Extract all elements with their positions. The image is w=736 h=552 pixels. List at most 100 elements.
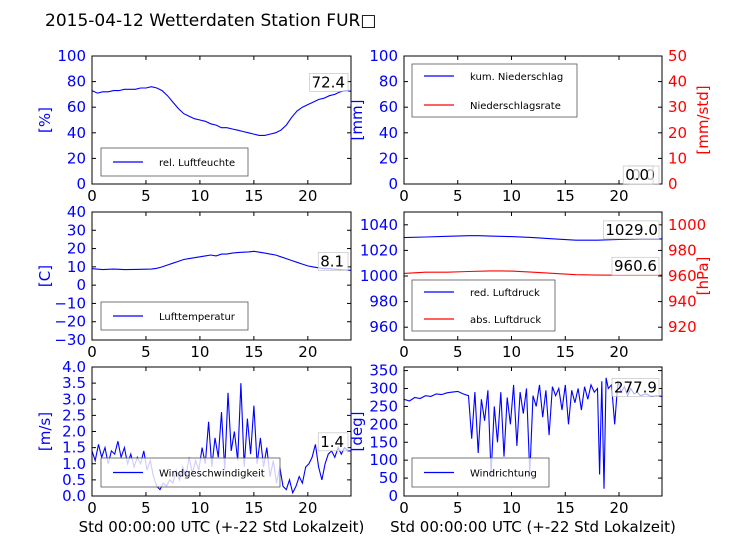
- legend-entry: Lufttemperatur: [159, 312, 236, 323]
- x-tick-label: 0: [399, 343, 409, 361]
- last-value-label: 1029.0: [605, 221, 658, 239]
- last-value-label-box: [317, 252, 349, 271]
- last-value-label-box: [611, 378, 660, 397]
- x-tick-label: 0: [87, 499, 97, 517]
- series-line-6-1: [404, 377, 662, 489]
- x-tick-label: 5: [141, 499, 151, 517]
- y-right-axis-label: [hPa]: [694, 257, 712, 296]
- y-tick-label: 4.0: [62, 358, 86, 376]
- y-tick-label: 1040: [360, 216, 398, 234]
- x-tick-label: 15: [244, 187, 263, 205]
- x-tick-label: 15: [556, 187, 575, 205]
- y-tick-label: 0: [76, 276, 86, 294]
- y-right-tick-label: 1000: [668, 216, 706, 234]
- y-right-tick-label: 980: [668, 241, 697, 259]
- y-tick-label: 0: [388, 175, 398, 193]
- last-value-label: 277.9: [614, 378, 657, 396]
- y-tick-label: 350: [369, 362, 398, 380]
- y-axis-label: [C]: [36, 265, 54, 287]
- axes-frame-6: [403, 366, 663, 497]
- axes-frame-2: [403, 55, 663, 185]
- x-tick-label: 20: [609, 187, 628, 205]
- y-right-tick-label: 940: [668, 293, 697, 311]
- chart-panel-2: 0 5 10 15 20 0 20 40 60 80 100 0 10 20 30 40 50 [mm] [mm/s…: [348, 47, 712, 205]
- x-axis-label: Std 00:00:00 UTC (+-22 Std Lokalzeit): [79, 518, 365, 536]
- x-tick-label: 15: [556, 499, 575, 517]
- last-value-label-right: 960.6: [614, 257, 657, 275]
- legend-6: Windrichtung: [411, 457, 550, 488]
- x-tick-label: 20: [298, 187, 317, 205]
- x-tick-label: 20: [609, 343, 628, 361]
- last-value-label: 8.1: [320, 252, 344, 270]
- y-tick-label: 2.5: [62, 406, 86, 424]
- y-tick-label: 1020: [360, 241, 398, 259]
- legend-2: kum. Niederschlag Niederschlagsrate: [411, 63, 578, 118]
- y-tick-label: 1.5: [62, 439, 86, 457]
- chart-panel-1: 0 5 10 15 20 0 20 40 60 80 100 [%] 72.4 rel. Luftfeuc…: [36, 47, 352, 205]
- y-axis-label: [deg]: [348, 412, 366, 452]
- x-tick-label: 15: [556, 343, 575, 361]
- legend-1: rel. Luftfeuchte: [100, 147, 249, 177]
- y-tick-label: 980: [369, 293, 398, 311]
- legend-5: Windgeschwindigkeit: [100, 457, 281, 488]
- x-tick-label: 5: [141, 343, 151, 361]
- y-tick-label: 150: [369, 433, 398, 451]
- y-tick-label: 80: [379, 73, 398, 91]
- x-tick-label: 0: [399, 187, 409, 205]
- y-tick-label: 1000: [360, 267, 398, 285]
- series-line-4-1: [404, 235, 662, 241]
- last-value-label-right: 0.0: [625, 166, 649, 184]
- y-tick-label: 40: [67, 203, 86, 221]
- y-tick-label: −30: [54, 331, 86, 349]
- x-axis-label: Std 00:00:00 UTC (+-22 Std Lokalzeit): [390, 518, 676, 536]
- y-right-tick-label: 920: [668, 318, 697, 336]
- last-value-label-box: [603, 220, 660, 240]
- y-right-axis-label: [mm/std]: [694, 85, 712, 154]
- x-tick-label: 20: [298, 343, 317, 361]
- last-value-label: 72.4: [312, 73, 345, 91]
- y-right-tick-label: 960: [668, 267, 697, 285]
- x-tick-label: 0: [87, 187, 97, 205]
- axes-frame-1: [91, 55, 352, 185]
- y-tick-label: 0.5: [62, 471, 86, 489]
- y-axis-label: [mm]: [348, 100, 366, 141]
- y-tick-label: 200: [369, 415, 398, 433]
- y-tick-label: 100: [369, 47, 398, 65]
- series-line-3-1: [92, 250, 351, 271]
- y-tick-label: 40: [67, 124, 86, 142]
- series-line-1-1: [92, 86, 351, 136]
- legend-3: Lufttemperatur: [100, 301, 249, 331]
- y-tick-label: −10: [54, 294, 86, 312]
- y-axis-label: [m/s]: [36, 412, 54, 451]
- y-right-tick-label: 10: [668, 149, 687, 167]
- legend-entry: Windrichtung: [470, 469, 537, 480]
- y-right-tick-label: 30: [668, 98, 687, 116]
- x-tick-label: 20: [609, 499, 628, 517]
- y-tick-label: 20: [379, 149, 398, 167]
- y-tick-label: 0: [76, 175, 86, 193]
- figure-title: 2015-04-12 Wetterdaten Station FUR□: [45, 11, 376, 31]
- y-tick-label: 1.0: [62, 455, 86, 473]
- y-tick-label: 60: [379, 98, 398, 116]
- x-tick-label: 5: [141, 187, 151, 205]
- y-tick-label: 80: [67, 73, 86, 91]
- y-tick-label: 0: [388, 487, 398, 505]
- y-tick-label: 50: [379, 469, 398, 487]
- y-right-tick-label: 50: [668, 47, 687, 65]
- legend-4: red. Luftdruck abs. Luftdruck: [411, 279, 556, 332]
- x-tick-label: 10: [190, 187, 209, 205]
- x-tick-label: 20: [298, 499, 317, 517]
- last-value-label-box: [317, 432, 349, 452]
- y-tick-label: 960: [369, 318, 398, 336]
- y-tick-label: 30: [67, 221, 86, 239]
- x-tick-label: 10: [502, 187, 521, 205]
- y-right-tick-label: 40: [668, 73, 687, 91]
- x-tick-label: 0: [399, 499, 409, 517]
- y-tick-label: 20: [67, 149, 86, 167]
- x-tick-label: 5: [453, 187, 463, 205]
- y-right-tick-label: 0: [668, 175, 678, 193]
- y-tick-label: 2.0: [62, 423, 86, 441]
- y-tick-label: 10: [67, 258, 86, 276]
